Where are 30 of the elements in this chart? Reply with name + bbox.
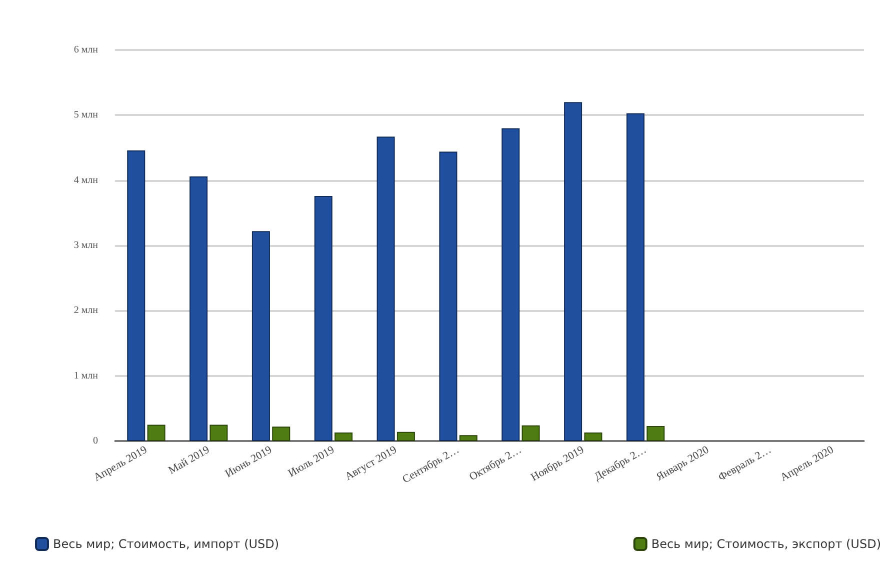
bar	[210, 424, 228, 441]
bar	[376, 136, 395, 441]
x-tick-label: Июль 2019	[286, 444, 337, 480]
bar	[459, 435, 478, 441]
legend-label: Весь мир; Стоимость, экспорт (USD)	[651, 537, 882, 551]
bar	[584, 432, 602, 441]
bar	[127, 150, 146, 441]
bar	[502, 128, 520, 441]
y-tick-label: 3 млн	[74, 240, 99, 251]
bar	[564, 102, 582, 441]
y-tick-label: 1 млн	[74, 370, 99, 382]
y-tick-label: 6 млн	[74, 44, 99, 56]
bar	[626, 113, 644, 441]
x-tick-label: Май 2019	[166, 444, 212, 477]
y-tick-label: 5 млн	[74, 110, 99, 121]
bar	[439, 152, 458, 441]
bar	[272, 426, 290, 441]
bar	[646, 426, 665, 441]
bar	[190, 176, 208, 441]
bar	[334, 432, 353, 441]
y-tick-label: 2 млн	[74, 305, 99, 316]
bar	[252, 231, 270, 441]
x-tick-label: Июнь 2019	[223, 444, 274, 480]
bar	[396, 432, 415, 441]
bar	[314, 196, 332, 441]
y-tick-label: 0	[93, 436, 98, 446]
legend-label: Весь мир; Стоимость, импорт (USD)	[53, 537, 280, 551]
y-tick-label: 4 млн	[74, 174, 99, 186]
bar	[147, 424, 166, 441]
bar	[522, 425, 540, 441]
